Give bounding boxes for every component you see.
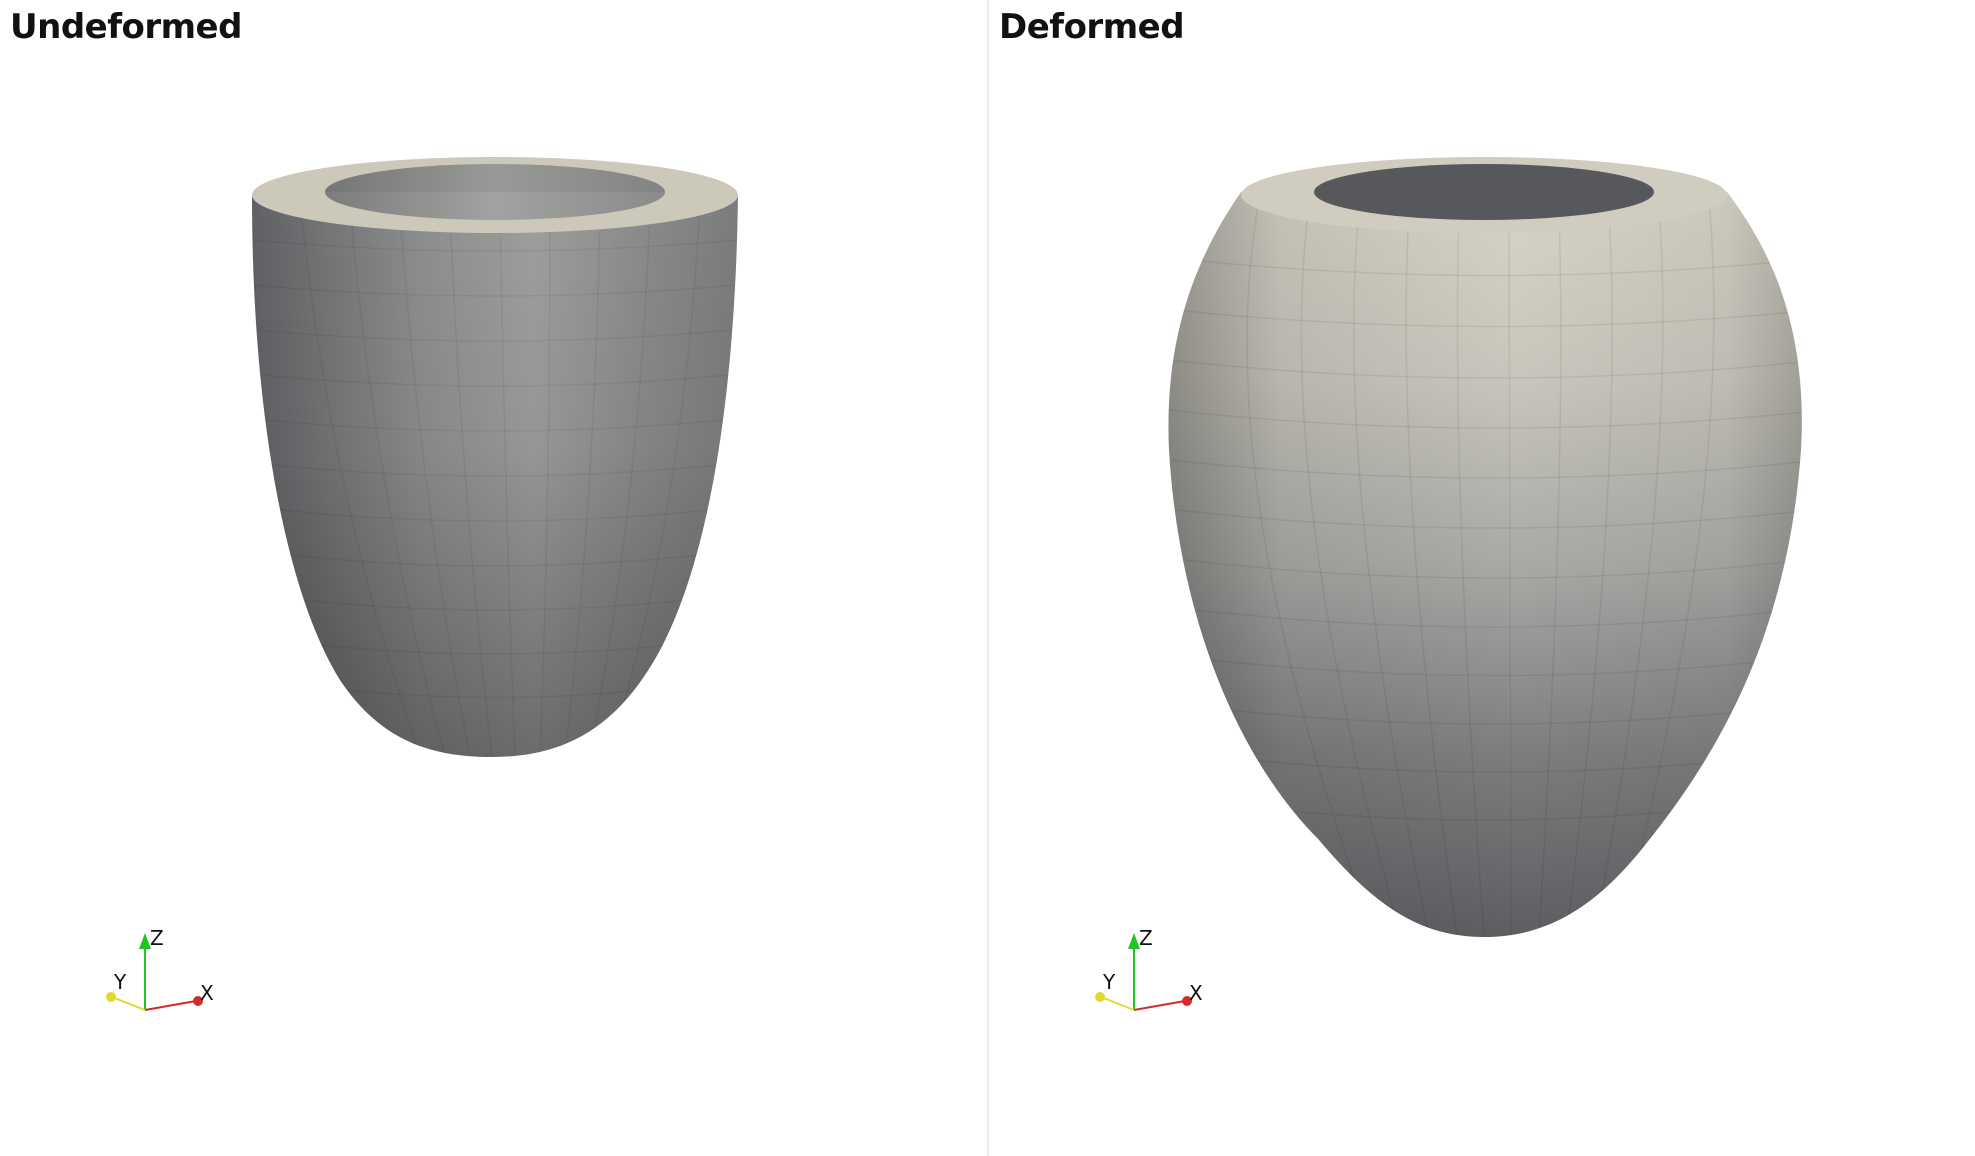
axis-y-label: Y bbox=[113, 970, 127, 994]
deformed-cavity bbox=[1314, 164, 1654, 220]
axis-x-label: X bbox=[1189, 981, 1203, 1005]
deformed-title: Deformed bbox=[999, 7, 1185, 47]
deformed-viewport[interactable]: Deformed bbox=[989, 0, 1975, 1156]
viewport-divider[interactable] bbox=[987, 0, 989, 1156]
deformed-axes-orientation-widget: Z Y X bbox=[1095, 926, 1203, 1011]
undeformed-ventricle-mesh bbox=[252, 157, 738, 757]
undeformed-cavity bbox=[325, 164, 665, 220]
deformed-ventricle-mesh bbox=[1168, 157, 1802, 937]
axis-z-label: Z bbox=[1139, 926, 1153, 950]
undeformed-title: Undeformed bbox=[10, 7, 242, 47]
axis-z-label: Z bbox=[150, 926, 164, 950]
deformed-render[interactable] bbox=[989, 0, 1975, 1156]
undeformed-render[interactable] bbox=[0, 0, 987, 1156]
axis-y-label: Y bbox=[1102, 970, 1116, 994]
undeformed-viewport[interactable]: Undeformed bbox=[0, 0, 987, 1156]
axis-x-label: X bbox=[200, 981, 214, 1005]
undeformed-axes-orientation-widget: Z Y X bbox=[106, 926, 214, 1011]
